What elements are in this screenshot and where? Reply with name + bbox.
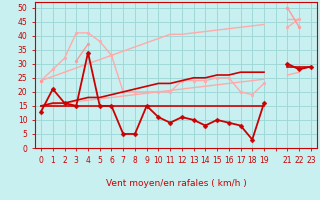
X-axis label: Vent moyen/en rafales ( km/h ): Vent moyen/en rafales ( km/h )	[106, 179, 246, 188]
